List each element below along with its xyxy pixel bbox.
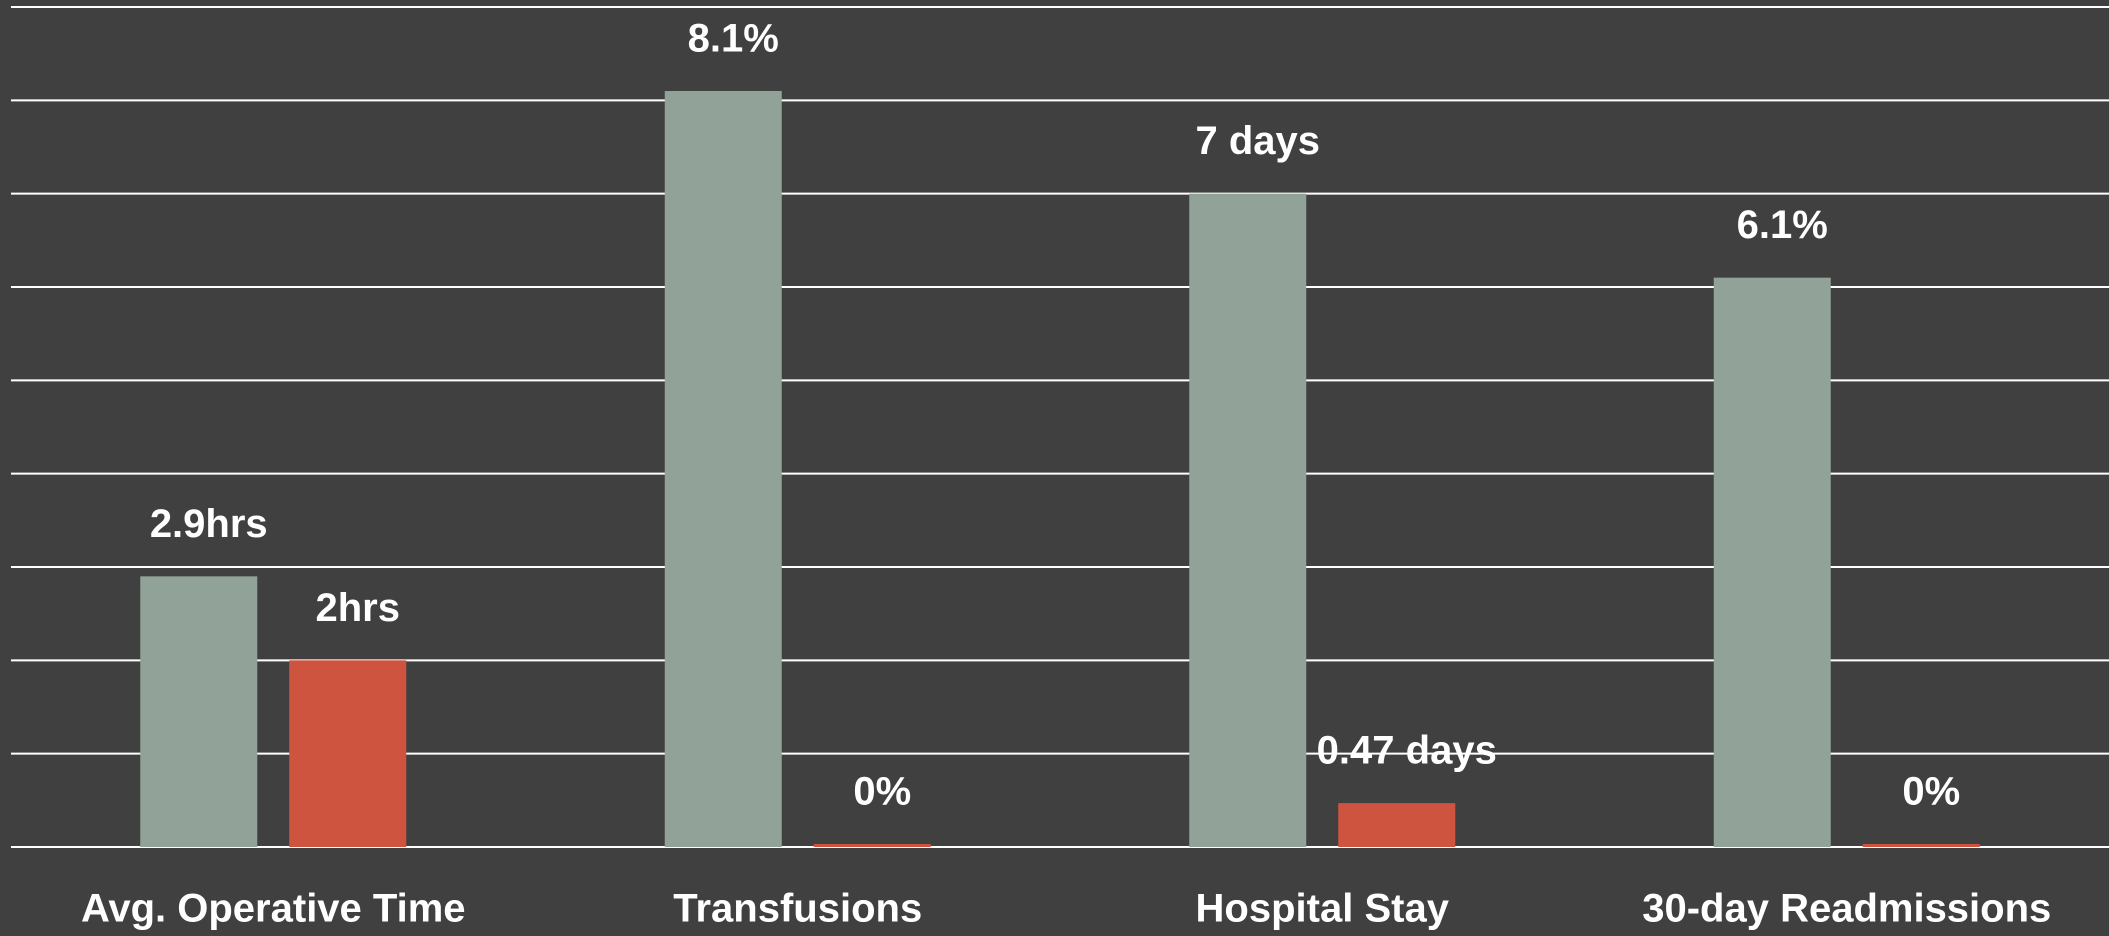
value-label: 8.1%	[688, 17, 779, 61]
bar	[664, 91, 782, 847]
bar	[1338, 803, 1456, 847]
bar	[1862, 844, 1980, 847]
value-label: 7 days	[1195, 119, 1320, 163]
x-tick-label: Transfusions	[673, 887, 922, 931]
bar	[140, 576, 258, 847]
x-tick-label: Avg. Operative Time	[81, 887, 466, 931]
bar	[1189, 193, 1307, 847]
bar	[1713, 277, 1831, 848]
bar	[813, 844, 931, 847]
bar	[289, 660, 407, 847]
x-tick-label: Hospital Stay	[1196, 887, 1450, 931]
x-tick-label: 30-day Readmissions	[1642, 887, 2051, 931]
value-label: 0%	[1902, 770, 1960, 814]
value-label: 2hrs	[316, 586, 401, 630]
value-label: 6.1%	[1737, 203, 1828, 247]
value-label: 0%	[853, 770, 911, 814]
value-label: 0.47 days	[1317, 729, 1497, 773]
value-label: 2.9hrs	[150, 502, 268, 546]
